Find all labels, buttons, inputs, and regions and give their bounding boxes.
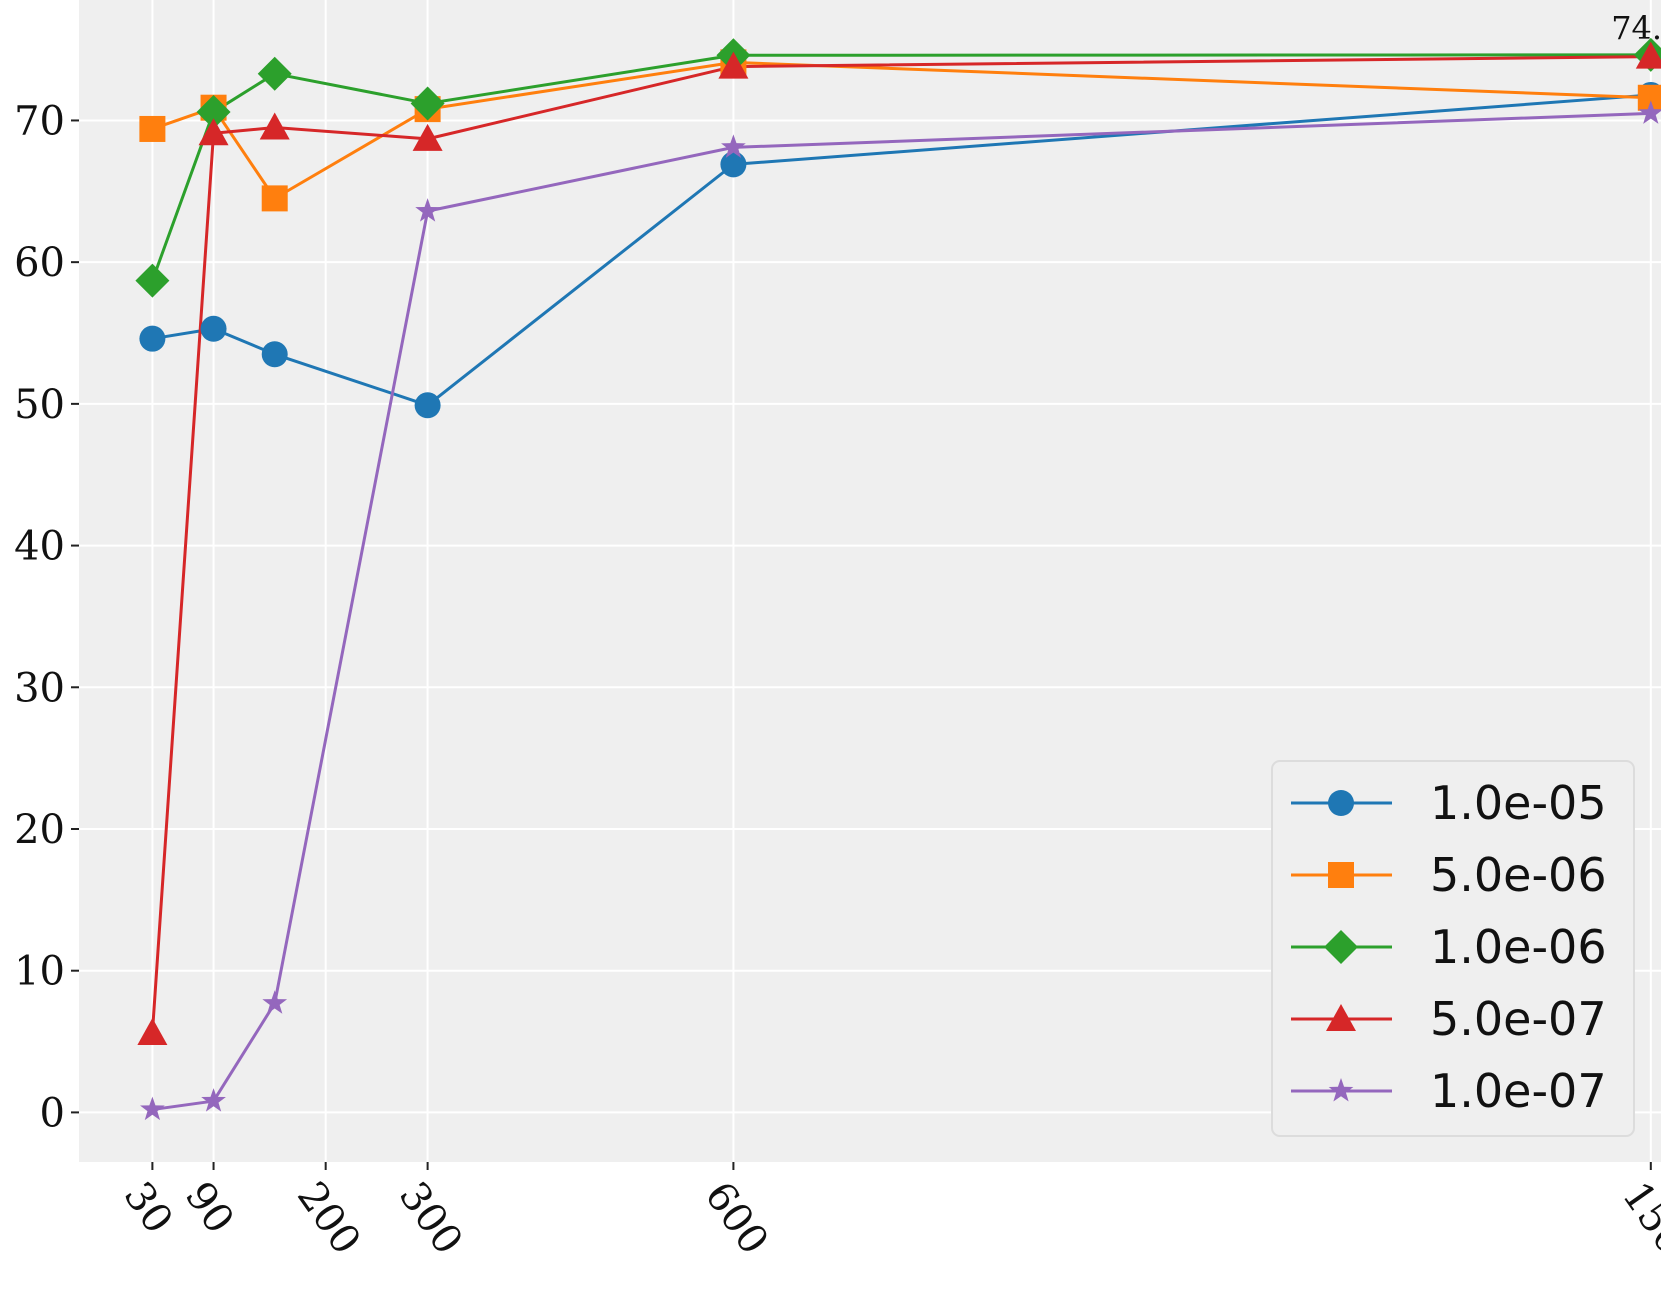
data-point [721, 134, 746, 158]
data-point [139, 115, 166, 142]
y-tick-label: 0 [40, 1090, 65, 1136]
data-point [201, 1088, 226, 1112]
data-point [259, 112, 290, 140]
data-point [410, 86, 445, 121]
legend-label: 5.0e-07 [1430, 992, 1607, 1046]
series-markers [135, 37, 1661, 1121]
legend-label: 1.0e-06 [1430, 920, 1607, 974]
legend-label: 1.0e-05 [1430, 776, 1607, 830]
y-tick-label: 40 [14, 524, 65, 570]
y-tick-label: 70 [14, 98, 65, 144]
data-point [262, 990, 288, 1014]
x-tick-label: 600 [696, 1174, 777, 1263]
data-point [261, 185, 288, 212]
data-point [414, 392, 441, 419]
annotations: 74.63 [1611, 9, 1661, 47]
y-tick-label: 20 [14, 807, 65, 853]
x-tick-label: 200 [288, 1174, 369, 1263]
data-point [1637, 84, 1661, 111]
legend-marker [1328, 862, 1354, 888]
legend-box [1271, 760, 1635, 1137]
data-point [198, 118, 229, 146]
legend-marker [1326, 1004, 1356, 1031]
legend-marker [1324, 930, 1358, 964]
data-point [137, 1018, 168, 1046]
legend: 1.0e-05 5.0e-06 1.0e-06 5.0e-07 1.0e-07 [1271, 760, 1635, 1137]
y-tick-label: 60 [14, 240, 65, 286]
x-tick-label: 1500 [1613, 1174, 1661, 1284]
y-tick-label: 10 [14, 949, 65, 995]
legend-label: 5.0e-06 [1430, 848, 1607, 902]
annotation-label: 74.63 [1611, 9, 1661, 47]
x-tick-label: 300 [390, 1174, 471, 1263]
series-line-1.0e-07 [152, 111, 1651, 1112]
data-point [139, 325, 166, 352]
data-point [1635, 41, 1661, 69]
legend-marker [1328, 1078, 1354, 1102]
legend-marker [1328, 790, 1354, 816]
series-line-5.0e-07 [150, 55, 1651, 1034]
data-point [718, 51, 749, 79]
data-point [261, 341, 288, 368]
data-point [1638, 100, 1661, 124]
legend-label: 1.0e-07 [1430, 1064, 1607, 1118]
data-point [257, 56, 292, 91]
grid-lines [79, 0, 1661, 1162]
data-point [196, 94, 231, 129]
y-tick-label: 50 [14, 382, 65, 428]
data-point [135, 263, 170, 298]
data-point [140, 1096, 165, 1121]
data-point [720, 151, 747, 178]
data-point [412, 123, 443, 151]
x-tick-label: 90 [176, 1174, 243, 1242]
data-point [200, 315, 227, 342]
data-point [415, 198, 440, 222]
x-tick-label: 30 [115, 1174, 182, 1242]
y-tick-label: 30 [14, 665, 65, 711]
